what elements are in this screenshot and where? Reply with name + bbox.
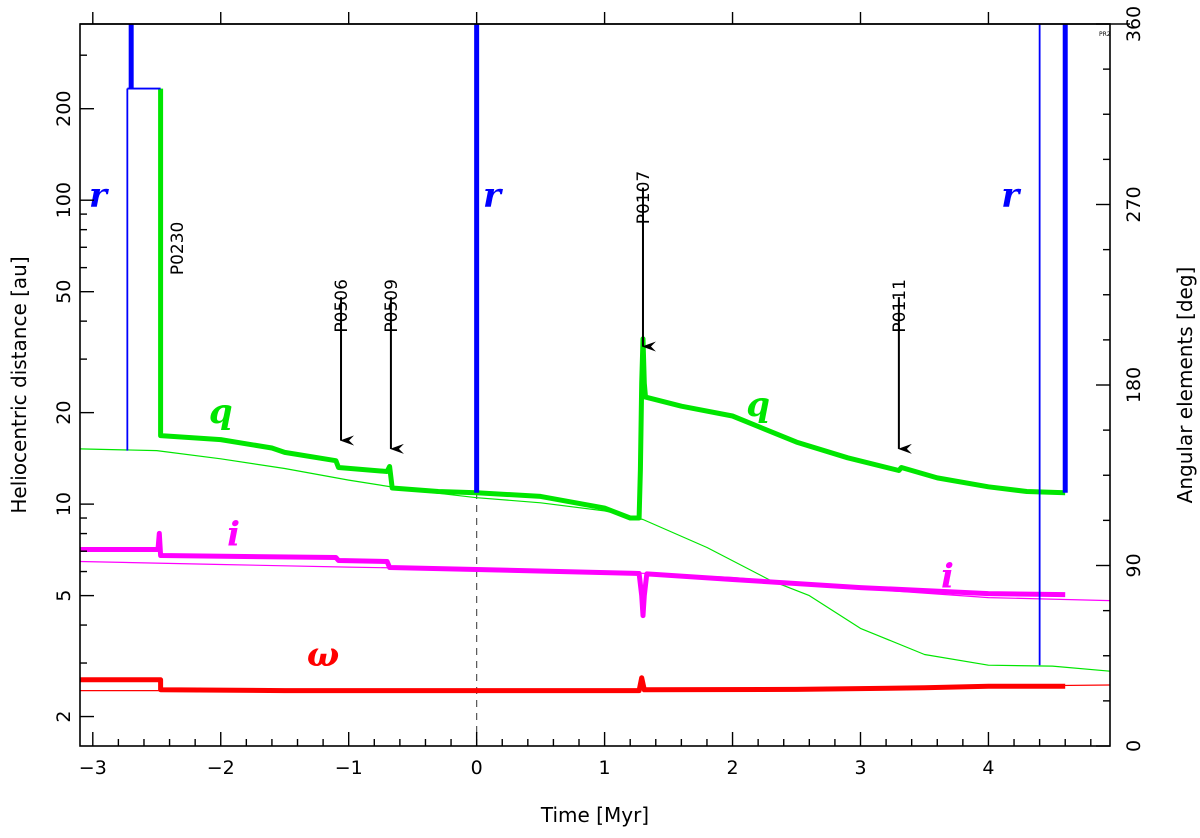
y-left-tick-label: 200 bbox=[53, 91, 75, 127]
series-label-i: i bbox=[941, 557, 954, 597]
x-tick-label: 2 bbox=[726, 757, 738, 779]
y-left-tick-label: 5 bbox=[53, 590, 75, 602]
series-labels: q q i i ω bbox=[209, 385, 954, 675]
y-right-tick-label: 90 bbox=[1123, 553, 1145, 577]
y-left-tick-label: 20 bbox=[53, 401, 75, 425]
series-label-q: q bbox=[746, 385, 770, 425]
corner-note: PR2 bbox=[1099, 31, 1111, 38]
x-tick-label: 1 bbox=[599, 757, 611, 779]
event-label-p0230: P0230 bbox=[168, 222, 188, 276]
x-tick-label: −3 bbox=[79, 757, 107, 779]
axes: −3 −2 −1 0 1 2 3 4 2 5 10 20 50 100 200 0 90 180 270 360 bbox=[53, 6, 1145, 779]
x-tick-label: 3 bbox=[854, 757, 866, 779]
series-line-omega bbox=[80, 675, 1066, 694]
series-line-i bbox=[80, 530, 1066, 619]
plot-frame bbox=[79, 23, 1111, 747]
series-label-i: i bbox=[227, 514, 240, 554]
y-left-tick-label: 2 bbox=[53, 711, 75, 723]
y-right-tick-label: 270 bbox=[1123, 186, 1145, 222]
x-tick-label: 0 bbox=[471, 757, 483, 779]
r-label: r bbox=[89, 176, 109, 216]
x-tick-label: 4 bbox=[982, 757, 994, 779]
series-label-q: q bbox=[209, 392, 233, 432]
y-right-axis-title: Angular elements [deg] bbox=[1173, 267, 1197, 504]
data-lines bbox=[79, 88, 1111, 746]
y-left-axis-title: Heliocentric distance [au] bbox=[7, 256, 31, 513]
event-annotations: P0230P0506P0509P0107P0111 bbox=[168, 171, 912, 454]
x-tick-label: −1 bbox=[335, 757, 363, 779]
series-line-i-nominal bbox=[79, 560, 1111, 602]
x-tick-label: −2 bbox=[207, 757, 235, 779]
y-right-tick-label: 180 bbox=[1123, 367, 1145, 403]
series-label-omega: ω bbox=[307, 635, 339, 675]
y-left-tick-label: 50 bbox=[53, 280, 75, 304]
y-right-tick-label: 360 bbox=[1123, 6, 1145, 42]
x-axis-title: Time [Myr] bbox=[540, 803, 649, 827]
y-right-tick-label: 0 bbox=[1123, 740, 1145, 752]
y-left-tick-label: 10 bbox=[53, 492, 75, 516]
r-label: r bbox=[1001, 176, 1021, 216]
r-label: r bbox=[483, 176, 503, 216]
r-bars: rr r bbox=[89, 24, 1068, 666]
series-line-q bbox=[158, 88, 1066, 521]
y-left-tick-label: 100 bbox=[53, 182, 75, 218]
